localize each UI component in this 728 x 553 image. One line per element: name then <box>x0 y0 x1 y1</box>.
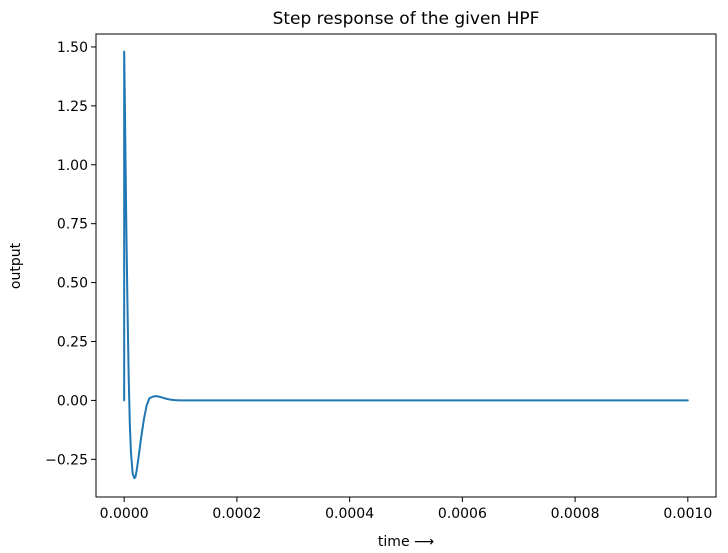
y-tick-label: 0.25 <box>57 334 88 350</box>
chart-title: Step response of the given HPF <box>273 9 540 29</box>
plot-area <box>123 50 689 480</box>
x-tick-label: 0.0004 <box>325 506 374 522</box>
x-axis: 0.0000 0.0002 0.0004 0.0006 0.0008 0.0010 <box>100 497 712 522</box>
x-tick-label: 0.0008 <box>551 506 600 522</box>
x-axis-label: time ⟶ <box>378 534 434 550</box>
y-tick-label: 1.25 <box>57 99 88 115</box>
y-tick-label: 0.50 <box>57 276 88 292</box>
x-tick-label: 0.0000 <box>100 506 149 522</box>
x-tick-label: 0.0002 <box>212 506 261 522</box>
y-tick-label: 0.00 <box>57 393 88 409</box>
y-tick-label: 0.75 <box>57 217 88 233</box>
y-tick-label: −0.25 <box>45 452 88 468</box>
axes-frame <box>95 33 717 498</box>
y-tick-label: 1.00 <box>57 158 88 174</box>
series-line <box>123 50 689 480</box>
y-tick-label: 1.50 <box>57 40 88 56</box>
y-axis-label: output <box>8 242 24 289</box>
y-axis: −0.25 0.00 0.25 0.50 0.75 1.00 1.25 1.50 <box>45 40 96 468</box>
x-tick-label: 0.0006 <box>438 506 487 522</box>
x-tick-label: 0.0010 <box>663 506 712 522</box>
